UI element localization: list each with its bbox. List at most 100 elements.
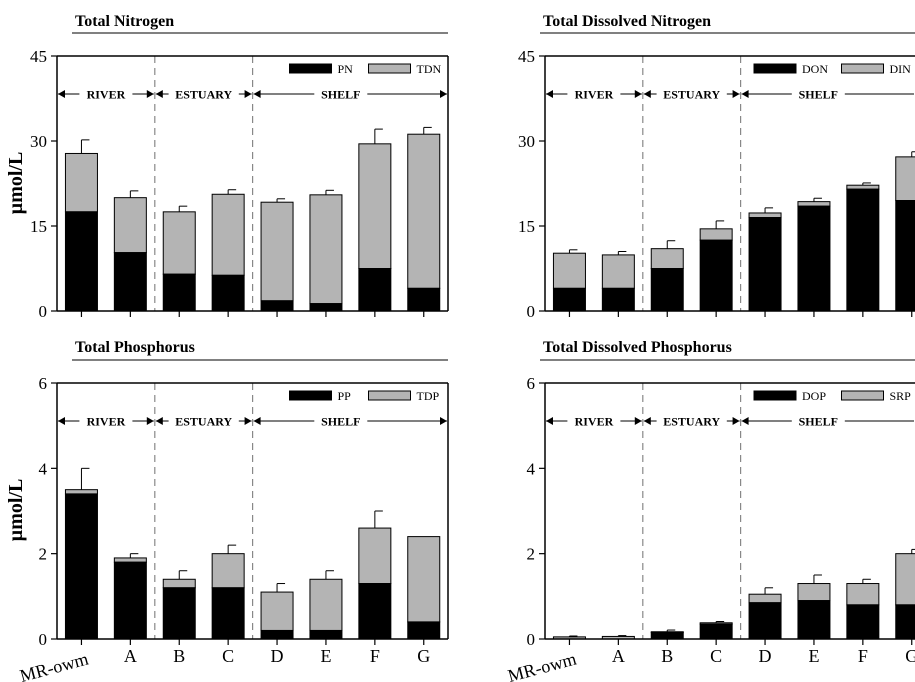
y-axis-label: µmol/L — [5, 152, 27, 215]
x-category-label: A — [612, 646, 625, 666]
region-arrowhead — [732, 417, 740, 425]
bar-pn — [358, 268, 392, 312]
region-label: ESTUARY — [663, 415, 720, 429]
bar-tdp — [407, 536, 441, 623]
region-shelf: SHELF — [253, 412, 447, 430]
x-category-label: G — [417, 646, 430, 666]
region-arrowhead — [244, 417, 252, 425]
legend-swatch — [289, 390, 332, 401]
y-tick-label: 0 — [39, 630, 48, 649]
region-arrowhead — [546, 417, 553, 425]
bar-pn — [211, 274, 245, 312]
chart-panel-1: Total Nitrogen 0 15 30 45 RIVER ESTUARY SHELF PN… — [30, 13, 449, 321]
bar-don — [895, 200, 915, 312]
x-category-label: G — [905, 646, 915, 666]
region-label: ESTUARY — [175, 415, 232, 429]
region-label-bg — [791, 85, 845, 103]
bar-din — [650, 248, 684, 270]
region-label-bg — [656, 412, 727, 430]
y-tick-label: 15 — [30, 217, 47, 236]
region-label-bg — [168, 85, 239, 103]
chart-panel-4: Total Dissolved Phosphorus 0 2 4 6 RIVER ESTUA… — [506, 339, 915, 682]
bar-tdn — [64, 152, 98, 213]
legend: PP TDP — [289, 389, 440, 403]
bar-dop — [748, 602, 782, 640]
bar-pn — [309, 303, 343, 312]
x-category-label: F — [370, 646, 380, 666]
region-label: SHELF — [321, 415, 360, 429]
bar-srp — [895, 553, 915, 606]
bar-pn — [260, 300, 294, 312]
bar-pp — [358, 583, 392, 640]
bar-tdn — [162, 211, 196, 275]
x-category-label: F — [858, 646, 868, 666]
bar-tdp — [64, 489, 98, 495]
legend-swatch — [368, 390, 411, 401]
region-arrowhead — [741, 417, 749, 425]
bar-din — [895, 156, 915, 202]
bar-don — [650, 268, 684, 312]
legend: PN TDN — [289, 62, 442, 76]
chart-title: Total Nitrogen — [75, 13, 174, 30]
region-label: SHELF — [799, 88, 838, 102]
region-arrowhead — [440, 417, 447, 425]
bar-pn — [162, 273, 196, 312]
region-arrowhead — [58, 90, 65, 98]
bar-pn — [64, 211, 98, 312]
region-arrowhead — [440, 90, 447, 98]
chart-title: Total Phosphorus — [75, 339, 195, 356]
region-arrowhead — [741, 90, 749, 98]
x-category-label: C — [710, 646, 722, 666]
x-category-label: E — [808, 646, 819, 666]
region-river: RIVER — [546, 85, 642, 103]
bar-tdn — [358, 143, 392, 269]
x-category-label: D — [271, 646, 284, 666]
y-tick-label: 15 — [518, 217, 535, 236]
legend: DON DIN — [753, 62, 912, 76]
bar-din — [552, 252, 586, 289]
legend-swatch — [841, 63, 884, 74]
bar-don — [552, 287, 586, 312]
legend-label: TDP — [417, 389, 440, 403]
bar-tdp — [358, 527, 392, 585]
x-category-label: MR-owm — [506, 649, 579, 682]
legend-swatch — [753, 63, 797, 74]
bar-pp — [211, 587, 245, 640]
bar-don — [601, 287, 635, 312]
x-category-label: C — [222, 646, 234, 666]
legend-label: DIN — [890, 62, 912, 76]
chart-title: Total Dissolved Nitrogen — [543, 13, 711, 30]
region-river: RIVER — [58, 85, 154, 103]
legend-swatch — [289, 63, 332, 74]
bar-dop — [699, 623, 733, 640]
bar-din — [601, 254, 635, 289]
y-tick-label: 6 — [527, 374, 536, 393]
region-label: RIVER — [575, 88, 614, 102]
region-arrowhead — [58, 417, 65, 425]
region-label-bg — [791, 412, 845, 430]
region-arrowhead — [732, 90, 740, 98]
legend-label: DON — [802, 62, 828, 76]
bar-pp — [162, 587, 196, 640]
region-label-bg — [656, 85, 727, 103]
region-arrowhead — [253, 90, 261, 98]
bar-don — [846, 188, 880, 312]
x-category-label: E — [320, 646, 331, 666]
region-label-bg — [168, 412, 239, 430]
region-arrowhead — [244, 90, 252, 98]
legend-label: PP — [338, 389, 352, 403]
bar-tdn — [407, 133, 441, 289]
region-label: ESTUARY — [663, 88, 720, 102]
chart-panel-3: Total Phosphorus 0 2 4 6 RIVER ESTUARY SHELF MR-… — [18, 339, 449, 682]
bar-tdp — [260, 591, 294, 631]
legend-label: DOP — [802, 389, 826, 403]
y-tick-label: 30 — [30, 132, 47, 151]
region-river: RIVER — [58, 412, 154, 430]
region-label-bg — [567, 412, 621, 430]
bar-srp — [748, 593, 782, 604]
legend-label: TDN — [417, 62, 442, 76]
y-tick-label: 2 — [39, 545, 48, 564]
bar-dop — [846, 604, 880, 640]
region-label: RIVER — [87, 88, 126, 102]
